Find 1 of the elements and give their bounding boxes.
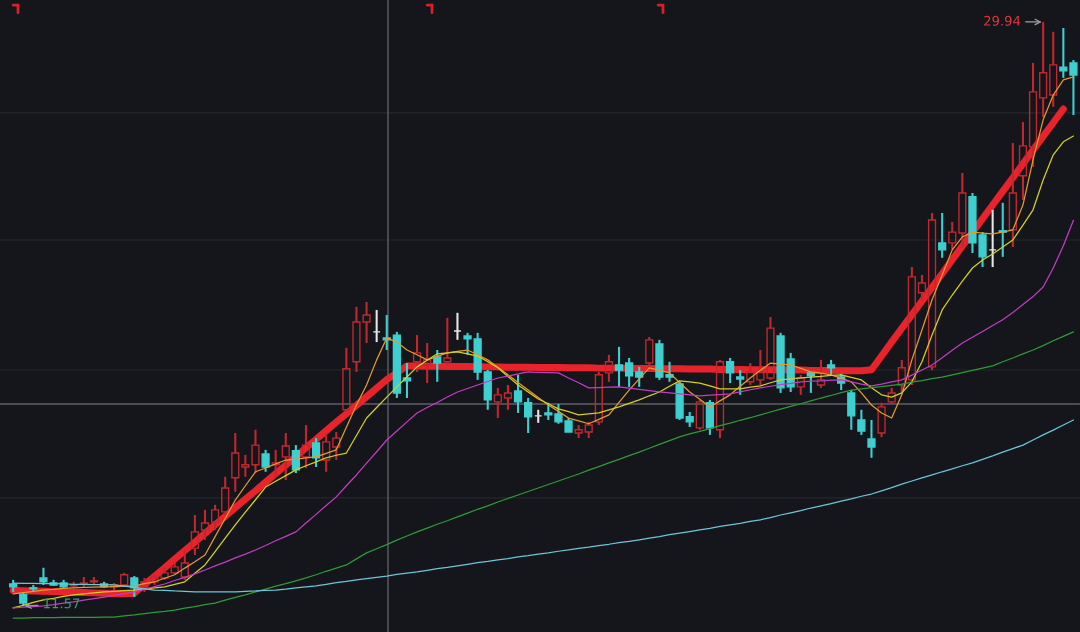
annotation: 29.94	[984, 15, 1021, 26]
